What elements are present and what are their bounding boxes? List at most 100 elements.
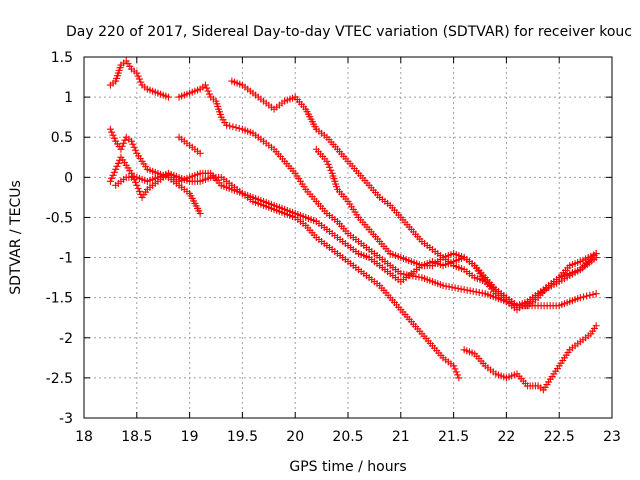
y-tick-label: 0 (64, 170, 73, 186)
data-point (109, 171, 117, 179)
data-point (204, 87, 212, 95)
x-tick-label: 19 (181, 429, 199, 445)
data-point (196, 209, 204, 217)
data-point (223, 121, 231, 129)
series-track-b (175, 81, 600, 310)
data-point (460, 286, 468, 294)
data-point (235, 124, 243, 132)
x-tick-label: 22 (497, 429, 515, 445)
data-point (454, 284, 462, 292)
data-point (469, 287, 477, 295)
data-point (415, 273, 423, 281)
data-point (135, 187, 143, 195)
data-point (445, 283, 453, 291)
data-point (134, 184, 142, 192)
data-point (134, 72, 142, 80)
data-point (439, 282, 447, 290)
x-tick-label: 20 (286, 429, 304, 445)
data-point (457, 285, 465, 293)
data-point (203, 84, 211, 92)
data-point (110, 134, 118, 142)
data-point (478, 289, 486, 297)
data-point (583, 292, 591, 300)
data-point (448, 283, 456, 291)
data-point (592, 290, 600, 298)
data-point (201, 81, 209, 89)
data-point (451, 365, 459, 373)
data-point (130, 143, 138, 151)
series-track-e (175, 133, 204, 157)
data-point (113, 162, 121, 170)
y-tick-label: -2.5 (46, 371, 73, 387)
data-point (110, 168, 118, 176)
data-point (586, 291, 594, 299)
data-point (450, 362, 458, 370)
data-point (137, 78, 145, 86)
x-tick-label: 22.5 (544, 429, 575, 445)
data-point (108, 128, 116, 136)
data-point (131, 178, 139, 186)
data-point (475, 289, 483, 297)
grid-lines (84, 57, 612, 418)
data-point (326, 163, 334, 171)
data-point (442, 282, 450, 290)
data-point (232, 124, 240, 132)
data-point (592, 322, 600, 330)
data-point (397, 270, 405, 278)
data-point (466, 287, 474, 295)
x-tick-labels: 18 18.5 19 19.5 20 20.5 21 21.5 22 22.5 23 (75, 429, 621, 445)
data-series (106, 57, 600, 394)
series-track-i (460, 322, 600, 394)
data-point (589, 290, 597, 298)
y-tick-label: 0.5 (51, 130, 73, 146)
data-point (451, 284, 459, 292)
series-track-a (106, 57, 172, 101)
data-point (121, 136, 129, 144)
data-point (226, 122, 234, 130)
data-point (576, 294, 584, 302)
x-axis-title: GPS time / hours (289, 459, 406, 475)
y-tick-label: -1.5 (46, 291, 73, 307)
data-point (196, 149, 204, 157)
y-tick-label: -2 (59, 331, 73, 347)
data-point (454, 371, 462, 379)
data-point (118, 142, 126, 150)
data-point (135, 75, 143, 83)
x-tick-label: 18 (75, 429, 93, 445)
x-tick-label: 19.5 (227, 429, 258, 445)
data-point (324, 160, 332, 168)
x-tick-label: 21.5 (438, 429, 469, 445)
series-track-h (312, 145, 600, 310)
data-point (120, 139, 128, 147)
data-point (114, 159, 122, 167)
data-point (133, 181, 141, 189)
data-point (164, 93, 172, 101)
data-point (106, 177, 114, 185)
plot-frame (83, 56, 613, 419)
y-tick-label: -3 (59, 411, 73, 427)
y-tick-labels: -3 -2.5 -2 -1.5 -1 -0.5 0 0.5 1 1.5 (46, 50, 73, 427)
data-point (108, 174, 116, 182)
data-point (109, 131, 117, 139)
data-point (452, 368, 460, 376)
x-tick-label: 18.5 (121, 429, 152, 445)
data-point (327, 166, 335, 174)
y-axis-title: SDTVAR / TECUs (8, 180, 24, 295)
y-tick-label: 1 (64, 90, 73, 106)
data-point (592, 254, 600, 262)
chart-title: Day 220 of 2017, Sidereal Day-to-day VTE… (66, 24, 632, 40)
y-tick-label: -1 (59, 251, 73, 267)
data-point (128, 137, 136, 145)
data-point (472, 288, 480, 296)
data-point (129, 172, 137, 180)
x-tick-label: 23 (603, 429, 621, 445)
data-point (133, 69, 141, 77)
data-point (579, 293, 587, 301)
data-point (463, 286, 471, 294)
y-tick-label: -0.5 (46, 210, 73, 226)
data-point (129, 140, 137, 148)
y-tick-label: 1.5 (51, 50, 73, 66)
series-track-f (106, 153, 463, 382)
data-point (131, 146, 139, 154)
